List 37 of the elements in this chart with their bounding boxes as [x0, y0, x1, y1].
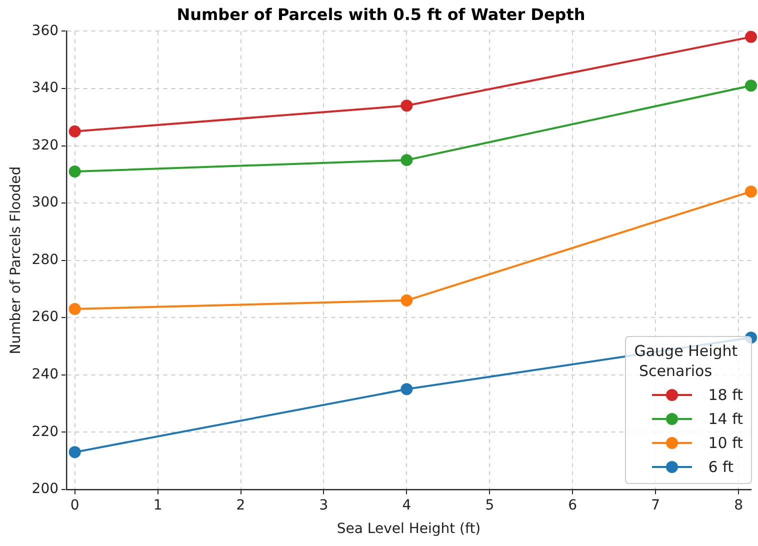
y-tick-label: 300: [32, 194, 59, 211]
y-tick-label: 220: [32, 424, 59, 440]
legend-label: 18 ft: [708, 386, 743, 404]
point: [745, 80, 757, 92]
point: [68, 446, 81, 458]
y-tick-label: 320: [32, 137, 59, 154]
point: [400, 383, 413, 396]
x-tick-label: 6: [568, 497, 578, 514]
y-tick-label: 360: [32, 22, 59, 39]
x-tick-label: 8: [734, 497, 744, 514]
point: [745, 186, 757, 198]
y-tick-label: 240: [32, 366, 59, 382]
x-tick-label: 0: [70, 497, 80, 514]
point: [68, 166, 81, 178]
chart-title: Number of Parcels with 0.5 ft of Water Depth: [176, 4, 586, 24]
legend-label: 14 ft: [708, 410, 743, 428]
legend-label: 6 ft: [708, 458, 734, 476]
legend-title: Gauge Height Scenarios: [634, 341, 739, 381]
x-tick-label: 5: [485, 497, 494, 514]
point: [400, 154, 413, 166]
point: [400, 100, 413, 112]
x-tick-label: 3: [319, 497, 328, 514]
x-tick-label: 7: [651, 497, 660, 514]
y-tick-label: 260: [32, 309, 59, 326]
x-tick-label: 4: [402, 497, 412, 514]
y-tick-label: 280: [32, 252, 59, 268]
legend-label: 10 ft: [708, 434, 743, 452]
y-tick-label: 200: [32, 481, 59, 498]
y-axis-title: Number of Parcels Flooded: [8, 166, 24, 354]
x-tick-label: 2: [236, 497, 246, 514]
point: [745, 30, 757, 43]
point: [400, 294, 413, 306]
y-tick-label: 340: [32, 80, 59, 96]
point: [68, 125, 81, 138]
x-tick-label: 1: [153, 497, 162, 514]
x-axis-title: Sea Level Height (ft): [336, 521, 481, 538]
point: [68, 302, 81, 315]
